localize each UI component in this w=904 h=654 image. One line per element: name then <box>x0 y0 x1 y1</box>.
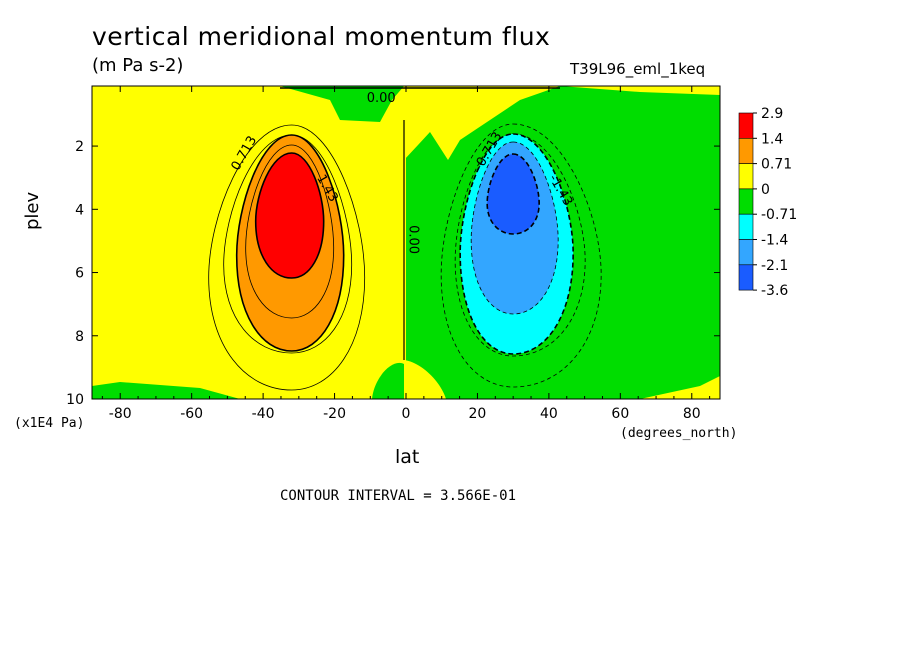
x-tick-label: 40 <box>540 406 558 422</box>
chart-title: vertical meridional momentum flux <box>92 22 551 51</box>
colorbar-swatch <box>738 188 754 215</box>
negative-contour-0-36 <box>454 133 586 357</box>
y-tick-label: 6 <box>75 266 84 282</box>
colorbar-swatch <box>738 239 754 266</box>
x-tick-label: 20 <box>469 406 487 422</box>
colorbar-label: -1.4 <box>761 233 788 249</box>
colorbar-swatch <box>738 112 754 139</box>
contour-label-2: 0.00 <box>367 91 396 106</box>
colorbar-swatch <box>738 138 754 164</box>
colorbar-label: 2.9 <box>761 106 783 122</box>
top-green-patch <box>92 86 404 122</box>
y-tick-label: 4 <box>75 202 84 218</box>
negative-region-1-43 <box>486 153 540 235</box>
colorbar-swatch <box>738 163 754 190</box>
bottom-right-yellow-patch <box>640 376 720 399</box>
colorbar-label: -3.6 <box>761 283 788 299</box>
colorbar-swatch <box>738 213 754 240</box>
positive-contour-0-36 <box>223 134 353 354</box>
top-yellow-wedge <box>404 86 560 160</box>
y-axis-units: (x1E4 Pa) <box>14 416 85 431</box>
x-axis-units: (degrees_north) <box>620 426 738 441</box>
y-tick-label: 2 <box>75 139 84 155</box>
y-tick-label: 8 <box>75 329 84 345</box>
x-tick-label: 0 <box>402 406 411 422</box>
x-axis-label: lat <box>395 446 420 468</box>
bottom-center-yellow-bump <box>404 360 446 399</box>
bottom-left-green-patch <box>92 382 240 399</box>
bottom-center-green-bump <box>372 362 404 399</box>
colorbar-swatch <box>738 264 754 291</box>
colorbar-label: -2.1 <box>761 258 788 274</box>
x-tick-label: 80 <box>683 406 701 422</box>
negative-contour-outer <box>440 123 602 388</box>
x-tick-label: 60 <box>611 406 629 422</box>
x-tick-label: -80 <box>109 406 132 422</box>
chart-units: (m Pa s-2) <box>92 55 184 76</box>
positive-contour-1-07 <box>245 144 335 319</box>
contour-interval-label: CONTOUR INTERVAL = 3.566E-01 <box>280 488 517 504</box>
x-tick-label: -60 <box>180 406 203 422</box>
positive-region-1-43 <box>254 152 325 279</box>
case-name: T39L96_eml_1keq <box>570 60 706 78</box>
positive-contour-outer <box>208 124 366 391</box>
top-right-yellow-strip <box>560 86 720 95</box>
x-tick-label: -20 <box>323 406 346 422</box>
colorbar-label: -0.71 <box>761 207 797 223</box>
x-tick-label: -40 <box>252 406 275 422</box>
colorbar-label: 0.71 <box>761 157 792 173</box>
contour-label-3: 0.00 <box>406 225 421 254</box>
colorbar-label: 0 <box>761 182 770 198</box>
y-tick-label: 10 <box>66 392 84 408</box>
colorbar-label: 1.4 <box>761 131 783 147</box>
